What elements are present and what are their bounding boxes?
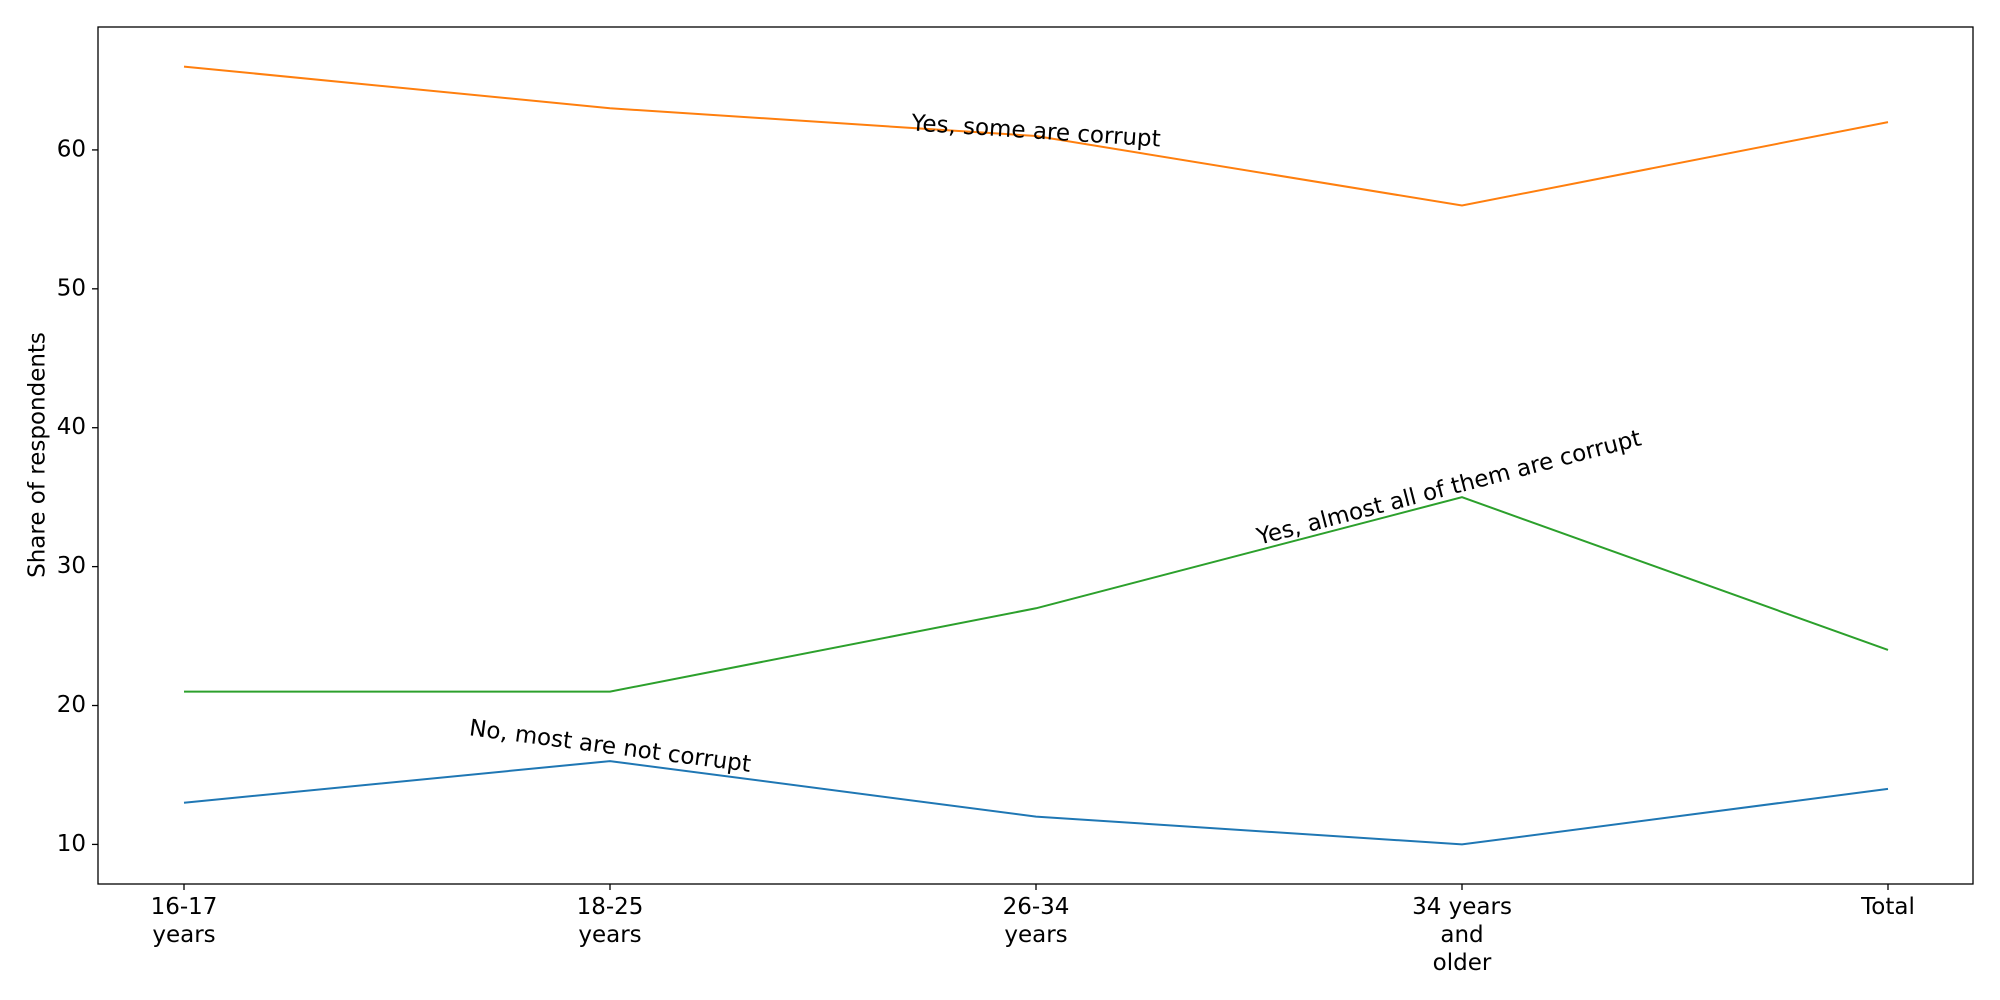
x-tick-label: 18-25 years: [577, 894, 644, 948]
x-tick-label: 26-34 years: [1003, 894, 1070, 948]
plot-frame: [97, 26, 1974, 885]
series-label: Yes, some are corrupt: [910, 110, 1162, 152]
series-label: Yes, almost all of them are corrupt: [1253, 425, 1644, 550]
y-axis-label: Share of respondents: [25, 332, 51, 578]
y-tick-label: 20: [57, 692, 86, 718]
y-tick-label: 40: [57, 414, 86, 440]
series-line: [183, 65, 1889, 207]
series-label: No, most are not corrupt: [468, 715, 753, 777]
series-line: [183, 760, 1889, 846]
y-tick-label: 10: [57, 831, 86, 857]
series-line: [184, 496, 1889, 693]
y-tick-label: 30: [57, 553, 86, 579]
x-tick-label: 34 years and older: [1412, 894, 1512, 976]
y-tick-label: 60: [57, 136, 86, 162]
x-tick-label: 16-17 years: [151, 894, 218, 948]
y-tick-label: 50: [57, 275, 86, 301]
x-tick-label: Total: [1860, 894, 1915, 920]
